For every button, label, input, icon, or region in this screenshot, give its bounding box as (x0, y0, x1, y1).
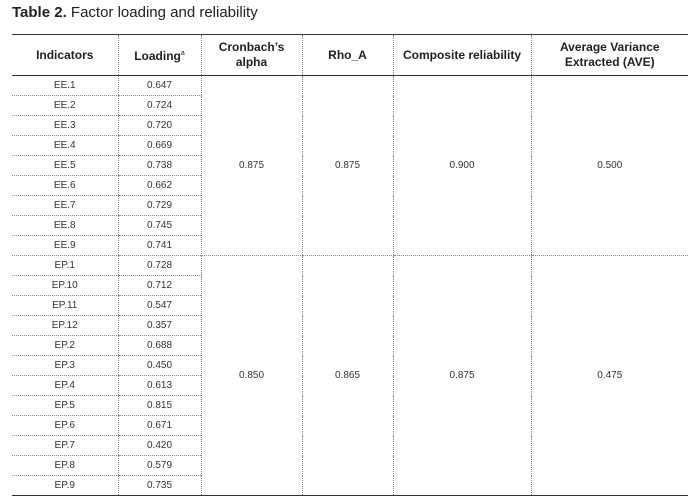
composite-reliability-cell: 0.900 (392, 75, 531, 256)
table-row: EP.2 0.688 (12, 335, 688, 356)
indicator-cell: EP.5 (12, 395, 118, 416)
table-row: EP.5 0.815 (12, 395, 688, 416)
loading-cell: 0.357 (117, 315, 201, 336)
indicator-cell: EE.3 (12, 115, 118, 136)
loading-cell: 0.724 (117, 95, 201, 116)
loading-cell: 0.745 (117, 215, 201, 236)
indicator-cell: EE.2 (12, 95, 118, 116)
indicator-cell: EE.7 (12, 195, 118, 216)
header-row: Indicators Loadinga Cronbach’s alpha Rho_… (12, 34, 688, 76)
table-row: EP.7 0.420 (12, 435, 688, 456)
table-row: EE.5 0.738 (12, 155, 688, 176)
indicator-cell: EP.3 (12, 355, 118, 376)
loading-cell: 0.738 (117, 155, 201, 176)
loading-cell: 0.420 (117, 435, 201, 456)
loading-cell: 0.735 (117, 475, 201, 496)
indicator-cell: EP.11 (12, 295, 118, 316)
table-caption: Table 2. Factor loading and reliability (12, 4, 258, 21)
table-row: EP.12 0.357 (12, 315, 688, 336)
loading-cell: 0.662 (117, 175, 201, 196)
indicator-cell: EP.12 (12, 315, 118, 336)
loading-cell: 0.728 (117, 255, 201, 276)
ave-cell: 0.500 (530, 75, 688, 256)
table-row: EE.3 0.720 (12, 115, 688, 136)
indicator-cell: EP.9 (12, 475, 118, 496)
table-row: EE.7 0.729 (12, 195, 688, 216)
rho-a-cell: 0.875 (301, 75, 393, 256)
loading-cell: 0.669 (117, 135, 201, 156)
table-row: EP.6 0.671 (12, 415, 688, 436)
rho-a-cell: 0.865 (301, 255, 393, 496)
table-row: EP.11 0.547 (12, 295, 688, 316)
table-row: EP.10 0.712 (12, 275, 688, 296)
cronbach-alpha-cell: 0.875 (200, 75, 302, 256)
table-row: EP.1 0.728 0.850 0.865 0.875 0.475 (12, 255, 688, 496)
indicator-cell: EE.9 (12, 235, 118, 256)
factor-loading-table: Indicators Loadinga Cronbach’s alpha Rho_… (12, 34, 688, 496)
table-row: EE.4 0.669 (12, 135, 688, 156)
header-loading: Loadinga (117, 34, 201, 76)
indicator-cell: EP.2 (12, 335, 118, 356)
loading-cell: 0.712 (117, 275, 201, 296)
table-row: EE.1 0.647 0.875 0.875 0.900 0.500 (12, 75, 688, 256)
indicator-cell: EE.8 (12, 215, 118, 236)
table-row: EE.2 0.724 (12, 95, 688, 116)
header-cronbach-alpha: Cronbach’s alpha (200, 34, 302, 76)
indicator-cell: EE.4 (12, 135, 118, 156)
indicator-cell: EP.8 (12, 455, 118, 476)
table-row: EE.8 0.745 (12, 215, 688, 236)
header-rho-a: Rho_A (301, 34, 393, 76)
header-composite-reliability: Composite reliability (392, 34, 531, 76)
table-row: EE.6 0.662 (12, 175, 688, 196)
loading-cell: 0.729 (117, 195, 201, 216)
loading-cell: 0.671 (117, 415, 201, 436)
table-row: EP.3 0.450 (12, 355, 688, 376)
loading-footnote-mark: a (180, 50, 185, 57)
table-row: EP.9 0.735 (12, 475, 688, 496)
loading-cell: 0.450 (117, 355, 201, 376)
table-caption-label: Table 2. (12, 4, 67, 21)
indicator-cell: EE.5 (12, 155, 118, 176)
indicator-cell: EP.6 (12, 415, 118, 436)
loading-cell: 0.720 (117, 115, 201, 136)
ave-cell: 0.475 (530, 255, 688, 496)
loading-cell: 0.688 (117, 335, 201, 356)
table-row: EE.9 0.741 (12, 235, 688, 256)
header-ave: Average Variance Extracted (AVE) (530, 34, 688, 76)
indicator-cell: EP.10 (12, 275, 118, 296)
loading-cell: 0.579 (117, 455, 201, 476)
indicator-cell: EE.6 (12, 175, 118, 196)
loading-cell: 0.815 (117, 395, 201, 416)
composite-reliability-cell: 0.875 (392, 255, 531, 496)
cronbach-alpha-cell: 0.850 (200, 255, 302, 496)
indicator-cell: EP.4 (12, 375, 118, 396)
table-row: EP.4 0.613 (12, 375, 688, 396)
table-row: EP.8 0.579 (12, 455, 688, 476)
header-indicators: Indicators (12, 34, 118, 76)
loading-cell: 0.613 (117, 375, 201, 396)
indicator-cell: EP.1 (12, 255, 118, 276)
indicator-cell: EP.7 (12, 435, 118, 456)
loading-cell: 0.741 (117, 235, 201, 256)
table-caption-text: Factor loading and reliability (70, 4, 258, 21)
indicator-cell: EE.1 (12, 75, 118, 96)
loading-cell: 0.547 (117, 295, 201, 316)
loading-cell: 0.647 (117, 75, 201, 96)
